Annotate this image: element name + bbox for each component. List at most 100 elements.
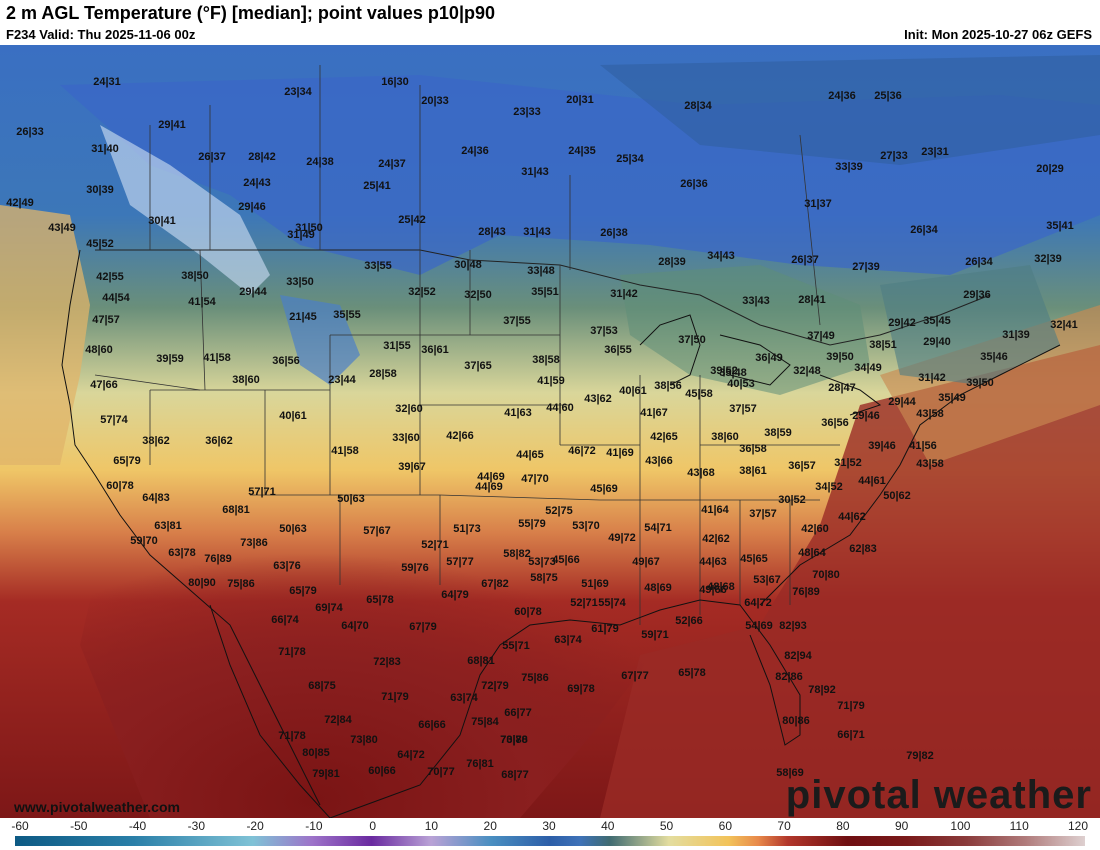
point-value-label: 42|55 (96, 271, 124, 283)
colorbar-tick-label: 120 (1067, 819, 1089, 833)
map-title: 2 m AGL Temperature (°F) [median]; point… (6, 3, 495, 23)
point-value-label: 30|52 (778, 494, 806, 506)
point-value-label: 59|70 (130, 535, 158, 547)
point-value-label: 21|45 (289, 311, 317, 323)
point-value-label: 57|71 (248, 486, 276, 498)
point-value-label: 36|49 (755, 352, 783, 364)
point-value-label: 37|49 (807, 330, 835, 342)
point-value-label: 29|40 (923, 336, 951, 348)
point-value-label: 42|65 (650, 431, 678, 443)
point-value-label: 79|81 (312, 768, 340, 780)
point-value-label: 38|60 (711, 431, 739, 443)
point-value-label: 45|69 (590, 483, 618, 495)
point-value-label: 50|62 (883, 490, 911, 502)
point-value-label: 36|58 (739, 443, 767, 455)
point-value-label: 28|39 (658, 256, 686, 268)
point-value-label: 33|50 (286, 276, 314, 288)
point-value-label: 66|71 (837, 729, 865, 741)
point-value-label: 59|76 (401, 562, 429, 574)
point-value-label: 31|43 (523, 226, 551, 238)
point-value-label: 24|37 (378, 158, 406, 170)
point-value-label: 58|82 (503, 548, 531, 560)
point-value-label: 32|50 (464, 289, 492, 301)
point-value-label: 72|84 (324, 714, 352, 726)
point-value-label: 31|49 (287, 229, 315, 241)
point-value-label: 68|75 (308, 680, 336, 692)
point-value-label: 38|62 (142, 435, 170, 447)
point-value-label: 43|49 (48, 222, 76, 234)
point-value-label: 39|50 (826, 351, 854, 363)
point-value-label: 26|34 (910, 224, 938, 236)
point-value-label: 71|79 (837, 700, 865, 712)
map-canvas (0, 45, 1100, 818)
point-value-label: 70|77 (427, 766, 455, 778)
point-value-label: 46|72 (568, 445, 596, 457)
point-value-label: 23|34 (284, 86, 312, 98)
point-value-label: 33|60 (392, 432, 420, 444)
point-value-label: 58|69 (776, 767, 804, 779)
rockies-cold-streak (100, 125, 270, 295)
point-value-label: 49|67 (632, 556, 660, 568)
point-value-label: 70|80 (812, 569, 840, 581)
point-value-label: 44|63 (699, 556, 727, 568)
point-value-label: 39|46 (868, 440, 896, 452)
hudson-bay-region (600, 55, 1100, 165)
point-value-label: 43|68 (687, 467, 715, 479)
point-value-label: 39|50 (966, 377, 994, 389)
point-value-label: 31|40 (91, 143, 119, 155)
point-value-label: 20|31 (566, 94, 594, 106)
point-value-label: 61|79 (591, 623, 619, 635)
point-value-label: 33|55 (364, 260, 392, 272)
point-value-label: 28|58 (369, 368, 397, 380)
point-value-label: 51|69 (581, 578, 609, 590)
point-value-label: 57|77 (446, 556, 474, 568)
point-value-label: 62|83 (849, 543, 877, 555)
point-value-label: 44|69 (477, 471, 505, 483)
new-england-region (880, 265, 1060, 385)
point-value-label: 75|84 (471, 716, 499, 728)
point-value-label: 76|89 (204, 553, 232, 565)
point-value-label: 55|79 (518, 518, 546, 530)
point-value-label: 41|58 (203, 352, 231, 364)
point-value-label: 26|34 (965, 256, 993, 268)
point-value-label: 55|71 (502, 640, 530, 652)
colorbar-tick-label: 30 (542, 819, 556, 833)
pacific-warm-region (0, 205, 90, 465)
point-value-label: 64|83 (142, 492, 170, 504)
point-value-label: 43|66 (645, 455, 673, 467)
colorbar-tick-label: -30 (187, 819, 205, 833)
point-value-label: 42|49 (6, 197, 34, 209)
point-value-label: 29|36 (963, 289, 991, 301)
point-value-label: 80|86 (782, 715, 810, 727)
point-value-label: 27|39 (852, 261, 880, 273)
point-value-label: 32|41 (1050, 319, 1078, 331)
point-value-label: 23|31 (921, 146, 949, 158)
point-value-label: 28|47 (828, 382, 856, 394)
point-value-label: 40|61 (619, 385, 647, 397)
point-value-label: 66|74 (271, 614, 299, 626)
point-value-label: 63|76 (273, 560, 301, 572)
point-value-label: 76|89 (792, 586, 820, 598)
province-borders (149, 65, 821, 326)
point-value-label: 44|62 (838, 511, 866, 523)
point-value-label: 63|74 (554, 634, 582, 646)
point-value-label: 37|50 (678, 334, 706, 346)
point-value-label: 25|36 (874, 90, 902, 102)
colorbar-tick-label: 60 (718, 819, 733, 833)
point-value-label: 30|39 (86, 184, 114, 196)
point-value-label: 32|52 (408, 286, 436, 298)
point-value-label: 28|34 (684, 100, 712, 112)
point-value-label: 82|94 (784, 650, 812, 662)
colorbar-tick-label: -20 (246, 819, 264, 833)
map-header: 2 m AGL Temperature (°F) [median]; point… (0, 0, 1100, 45)
point-value-label: 45|65 (740, 553, 768, 565)
point-value-label: 42|60 (801, 523, 829, 535)
colorbar-tick-label: -10 (305, 819, 323, 833)
point-value-label: 44|65 (516, 449, 544, 461)
colorbar-tick-label: 70 (777, 819, 791, 833)
point-value-label: 41|56 (909, 440, 937, 452)
point-value-label: 68|77 (501, 769, 529, 781)
point-value-label: 16|30 (381, 76, 409, 88)
point-value-label: 35|55 (333, 309, 361, 321)
point-value-label: 70|78 (500, 734, 528, 746)
